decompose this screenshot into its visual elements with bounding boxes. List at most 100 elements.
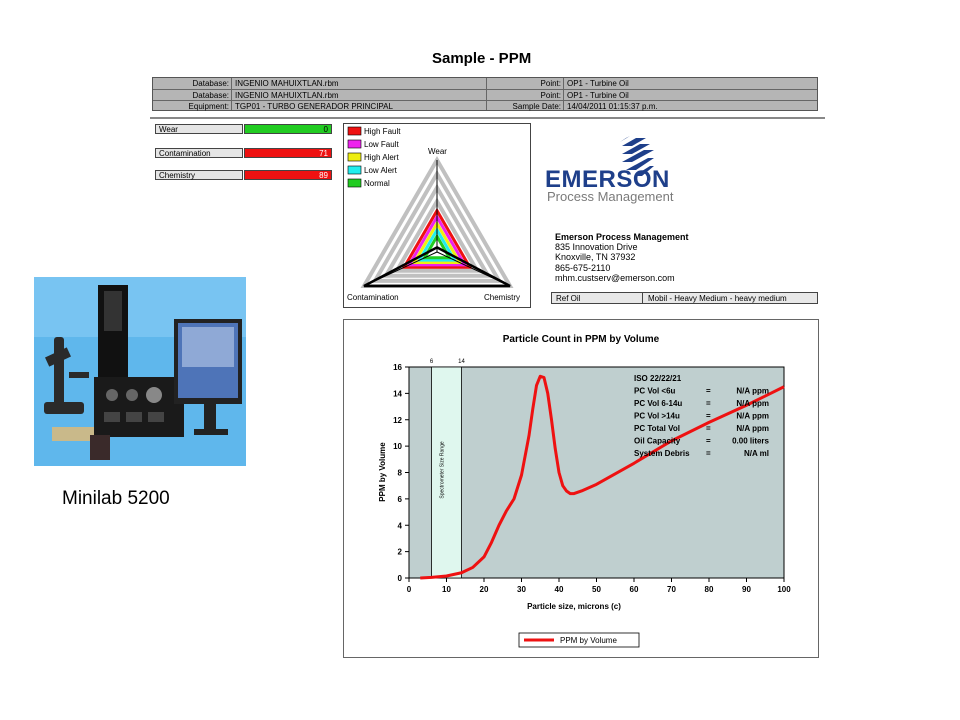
header-divider	[563, 78, 564, 110]
radar-axis-contamination: Contamination	[347, 293, 399, 302]
stat-key: ISO 22/22/21	[634, 374, 682, 383]
stat-key: Oil Capacity	[634, 437, 681, 446]
band-label: Spectrometer Size Range	[440, 441, 446, 498]
x-tick-label: 90	[742, 585, 751, 594]
header-value: INGENIO MAHUIXTLAN.rbm	[235, 91, 339, 100]
report-title: Sample - PPM	[432, 50, 532, 67]
band-tick-label: 14	[458, 359, 465, 365]
series-line	[420, 374, 785, 580]
company-name: Emerson Process Management	[555, 232, 689, 242]
gauge-label-chemistry: Chemistry	[155, 170, 243, 180]
x-tick-label: 100	[777, 585, 791, 594]
legend-low-alert: Low Alert	[364, 166, 398, 175]
header-row: Database: INGENIO MAHUIXTLAN.rbm Point: …	[153, 78, 817, 89]
company-email: mhm.custserv@emerson.com	[555, 273, 675, 283]
band-tick-label: 6	[430, 359, 434, 365]
stat-value: 0.00 liters	[732, 437, 769, 446]
gauge-label-wear: Wear	[155, 124, 243, 134]
legend-swatch-high-fault	[347, 126, 362, 136]
x-tick-label: 60	[630, 585, 639, 594]
stat-equals: =	[706, 424, 711, 433]
header-value: 14/04/2011 01:15:37 p.m.	[567, 102, 658, 111]
radar-chart-panel: High Fault Low Fault High Alert Low Aler…	[343, 123, 531, 308]
stat-key: PC Vol 6-14u	[634, 399, 682, 408]
company-address-2: Knoxville, TN 37932	[555, 252, 636, 262]
stat-value: N/A ml	[744, 449, 769, 458]
legend-low-fault: Low Fault	[364, 140, 399, 149]
radar-band	[416, 226, 458, 262]
header-value: OP1 - Turbine Oil	[567, 91, 629, 100]
stat-key: PC Total Vol	[634, 424, 680, 433]
ref-oil-row: Ref Oil Mobil - Heavy Medium - heavy med…	[551, 292, 818, 304]
radar-axis-chemistry: Chemistry	[484, 293, 520, 302]
radar-band	[421, 233, 453, 260]
gauge-bar-contamination: 71	[244, 148, 332, 158]
ref-oil-value: Mobil - Heavy Medium - heavy medium	[648, 294, 787, 303]
stat-equals: =	[706, 437, 711, 446]
x-tick-label: 80	[705, 585, 714, 594]
legend-swatch-low-alert	[347, 165, 362, 175]
legend-swatch-normal	[347, 178, 362, 188]
company-address-1: 835 Innovation Drive	[555, 242, 638, 252]
header-key: Equipment:	[188, 102, 229, 111]
y-tick-label: 14	[393, 389, 402, 398]
x-tick-label: 30	[517, 585, 526, 594]
y-tick-label: 10	[393, 442, 402, 451]
y-tick-label: 6	[398, 495, 403, 504]
x-tick-label: 40	[555, 585, 564, 594]
header-key: Database:	[192, 79, 229, 88]
stat-value: N/A ppm	[736, 412, 769, 421]
gauge-label-contamination: Contamination	[155, 148, 243, 158]
header-value: OP1 - Turbine Oil	[567, 79, 629, 88]
stat-key: System Debris	[634, 449, 690, 458]
header-key: Point:	[540, 79, 561, 88]
x-tick-label: 50	[592, 585, 601, 594]
report-header-table: Database: INGENIO MAHUIXTLAN.rbm Point: …	[152, 77, 818, 111]
emerson-logo-mark: EMERSON Process Management	[545, 132, 674, 204]
emerson-logo: EMERSON Process Management	[545, 130, 735, 215]
spectrometer-band	[431, 366, 462, 579]
stat-key: PC Vol <6u	[634, 387, 676, 396]
legend-label: PPM by Volume	[560, 636, 617, 645]
x-tick-label: 10	[442, 585, 451, 594]
header-key: Point:	[540, 91, 561, 100]
header-key: Database:	[192, 91, 229, 100]
header-value: TGP01 - TURBO GENERADOR PRINCIPAL	[235, 102, 393, 111]
y-tick-label: 16	[393, 363, 402, 372]
header-rule	[150, 117, 825, 119]
radar-ring	[382, 183, 492, 278]
header-divider	[486, 78, 487, 110]
radar-band	[406, 214, 468, 267]
chart-title: Particle Count in PPM by Volume	[503, 334, 660, 345]
header-divider	[231, 78, 232, 110]
minilab-photo	[34, 277, 246, 466]
stat-equals: =	[706, 387, 711, 396]
ref-oil-label: Ref Oil	[556, 294, 581, 303]
header-row: Equipment: TGP01 - TURBO GENERADOR PRINC…	[153, 100, 817, 112]
y-tick-label: 8	[398, 469, 403, 478]
particle-chart: Particle Count in PPM by Volume 6 14 Spect…	[378, 334, 791, 648]
particle-chart-panel: Particle Count in PPM by Volume 6 14 Spect…	[343, 319, 819, 658]
header-key: Sample Date:	[512, 102, 561, 111]
x-tick-label: 70	[667, 585, 676, 594]
y-tick-label: 2	[398, 548, 403, 557]
stat-value: N/A ppm	[736, 387, 769, 396]
legend-high-fault: High Fault	[364, 127, 401, 136]
stat-equals: =	[706, 412, 711, 421]
plot-area	[408, 366, 785, 579]
y-axis-label: PPM by Volume	[378, 442, 387, 502]
stat-equals: =	[706, 449, 711, 458]
stat-key: PC Vol >14u	[634, 412, 680, 421]
company-phone: 865-675-2110	[555, 263, 611, 273]
legend-swatch-low-fault	[347, 139, 362, 149]
stat-value: N/A ppm	[736, 424, 769, 433]
header-row: Database: INGENIO MAHUIXTLAN.rbm Point: …	[153, 89, 817, 101]
legend-high-alert: High Alert	[364, 153, 399, 162]
gauge-bar-wear: 0	[244, 124, 332, 134]
y-tick-label: 4	[398, 521, 403, 530]
legend-swatch-high-alert	[347, 152, 362, 162]
y-tick-label: 12	[393, 416, 402, 425]
x-tick-label: 0	[407, 585, 412, 594]
logo-text: EMERSON	[545, 166, 670, 193]
radar-chart: High Fault Low Fault High Alert Low Aler…	[347, 126, 520, 302]
